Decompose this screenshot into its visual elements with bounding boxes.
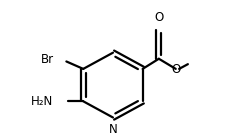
- Text: Br: Br: [41, 53, 54, 66]
- Text: H₂N: H₂N: [31, 95, 53, 108]
- Text: O: O: [154, 11, 164, 24]
- Text: O: O: [172, 63, 181, 76]
- Text: N: N: [109, 123, 117, 136]
